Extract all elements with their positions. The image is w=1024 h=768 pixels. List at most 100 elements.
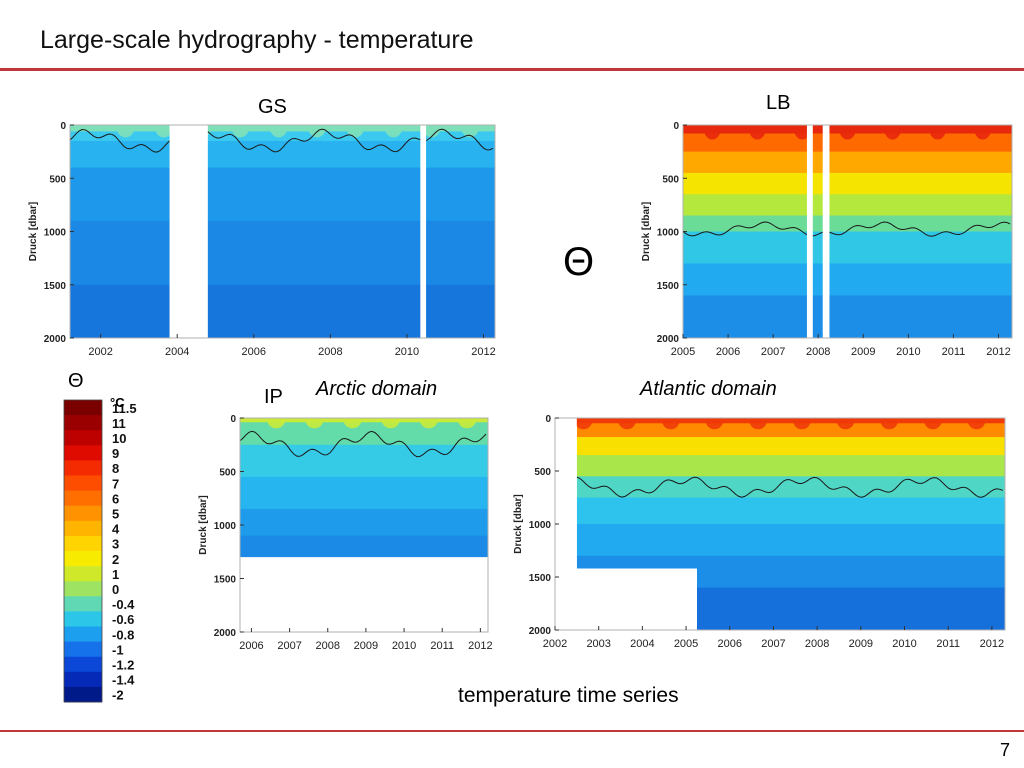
colorbar: 11.511109876543210-0.4-0.6-0.8-1-1.2-1.4…: [63, 399, 137, 703]
lb-y-tick-label: 1000: [657, 228, 680, 239]
atlantic-contour-line: [576, 476, 1003, 498]
ip-panel-label: IP: [264, 386, 283, 408]
atlantic-band-1: [576, 423, 1005, 438]
gs-y-tick-label: 2000: [44, 334, 67, 345]
atlantic-x-tick-label: 2002: [543, 638, 567, 650]
colorbar-swatch: [64, 415, 102, 431]
atlantic-x-tick-label: 2003: [586, 638, 610, 650]
colorbar-level-label: 1: [112, 567, 119, 582]
slide-caption: temperature time series: [458, 684, 679, 707]
colorbar-swatch: [64, 686, 102, 703]
colorbar-swatch: [64, 626, 102, 643]
atlantic-x-tick-label: 2011: [936, 638, 960, 650]
top-divider: [0, 68, 1024, 71]
colorbar-swatch: [64, 430, 102, 446]
gs-x-tick-label: 2006: [242, 346, 266, 358]
lb-band-4: [683, 194, 1012, 217]
ip-surface-warm-patch: [343, 418, 362, 429]
colorbar-swatch: [64, 566, 102, 582]
atlantic-y-tick-label: 0: [545, 414, 551, 425]
atlantic-x-tick-label: 2012: [980, 638, 1004, 650]
colorbar-level-label: 5: [112, 507, 119, 522]
atlantic-band-3: [576, 455, 1005, 477]
colorbar-swatch: [64, 656, 102, 673]
colorbar-swatch: [64, 611, 102, 627]
gs-x-tick-label: 2008: [318, 346, 342, 358]
ip-band-5: [240, 535, 488, 558]
ip-y-axis-label: Druck [dbar]: [198, 495, 209, 554]
atlantic-band-7: [576, 555, 1005, 589]
lb-surface-warm-patch: [793, 125, 812, 140]
ip-y-tick-label: 0: [230, 414, 236, 425]
gs-y-axis-label: Druck [dbar]: [28, 202, 39, 261]
atlantic-surface-warm-patch: [792, 418, 811, 430]
lb-band-5: [683, 215, 1012, 232]
arctic-domain-label: Arctic domain: [316, 378, 438, 400]
atlantic-band-0: [576, 418, 1005, 424]
gs-surface-warm-patch: [422, 125, 441, 138]
ip-band-4: [240, 508, 488, 537]
atlantic-x-tick-label: 2004: [630, 638, 654, 650]
lb-data-gap: [806, 124, 813, 339]
gs-surface-warm-patch: [346, 125, 365, 138]
atlantic-y-tick-label: 2000: [529, 626, 552, 637]
lb-surface-warm-patch: [838, 125, 857, 140]
colorbar-level-label: -0.6: [112, 612, 134, 627]
gs-y-tick-label: 500: [49, 174, 66, 185]
ip-x-tick-label: 2009: [354, 640, 378, 652]
lb-y-tick-label: 500: [662, 174, 679, 185]
gs-band-2: [70, 140, 495, 169]
atlantic-surface-warm-patch: [661, 418, 680, 430]
gs-surface-warm-patch: [116, 125, 135, 138]
gs-band-1: [70, 131, 495, 142]
gs-temperature-section: 0 500 1000 1500 2000 2002 2004 2006 2008 2010 2012…: [28, 121, 496, 358]
colorbar-level-label: -1: [112, 642, 124, 657]
colorbar-swatch: [64, 400, 102, 416]
atlantic-x-tick-label: 2007: [761, 638, 785, 650]
ip-y-tick-label: 500: [219, 468, 236, 479]
atlantic-band-8: [576, 587, 1005, 630]
ip-x-tick-label: 2011: [430, 640, 454, 652]
ip-band-2: [240, 444, 488, 478]
lb-x-tick-label: 2007: [761, 346, 785, 358]
ip-surface-warm-patch: [267, 418, 286, 429]
gs-data-gap: [169, 124, 208, 339]
colorbar-level-label: 7: [112, 476, 119, 491]
colorbar-swatch: [64, 520, 102, 537]
lb-panel-label: LB: [766, 92, 791, 114]
ip-x-tick-label: 2006: [239, 640, 263, 652]
colorbar-level-label: 0: [112, 582, 119, 597]
atlantic-y-tick-label: 1500: [529, 573, 552, 584]
colorbar-level-label: 4: [112, 522, 120, 537]
ip-surface-warm-patch: [458, 418, 477, 429]
lb-surface-warm-patch: [883, 125, 902, 140]
colorbar-swatch: [64, 445, 102, 461]
atlantic-surface-warm-patch: [705, 418, 724, 430]
lb-band-6: [683, 231, 1012, 264]
atlantic-band-6: [576, 524, 1005, 557]
lb-band-2: [683, 151, 1012, 174]
gs-surface-warm-patch: [269, 125, 288, 138]
gs-surface-warm-patch: [384, 125, 403, 138]
colorbar-swatch: [64, 641, 102, 658]
colorbar-level-label: 2: [112, 552, 119, 567]
colorbar-level-label: 3: [112, 537, 119, 552]
colorbar-level-label: 11.5: [112, 401, 137, 416]
atlantic-y-tick-label: 500: [534, 467, 551, 478]
lb-y-tick-label: 2000: [657, 334, 680, 345]
lb-band-7: [683, 263, 1012, 296]
gs-data-gap: [420, 124, 427, 339]
ip-band-1: [240, 422, 488, 446]
atlantic-band-5: [576, 497, 1005, 525]
ip-surface-warm-patch: [419, 418, 438, 429]
gs-panel-label: GS: [258, 96, 287, 118]
atlantic-domain-label: Atlantic domain: [640, 378, 777, 400]
lb-x-tick-label: 2005: [671, 346, 695, 358]
colorbar-level-label: -1.4: [112, 673, 135, 688]
atlantic-band-2: [576, 437, 1005, 456]
gs-x-tick-label: 2002: [88, 346, 112, 358]
ip-y-tick-label: 2000: [214, 628, 237, 639]
colorbar-level-label: 10: [112, 431, 126, 446]
